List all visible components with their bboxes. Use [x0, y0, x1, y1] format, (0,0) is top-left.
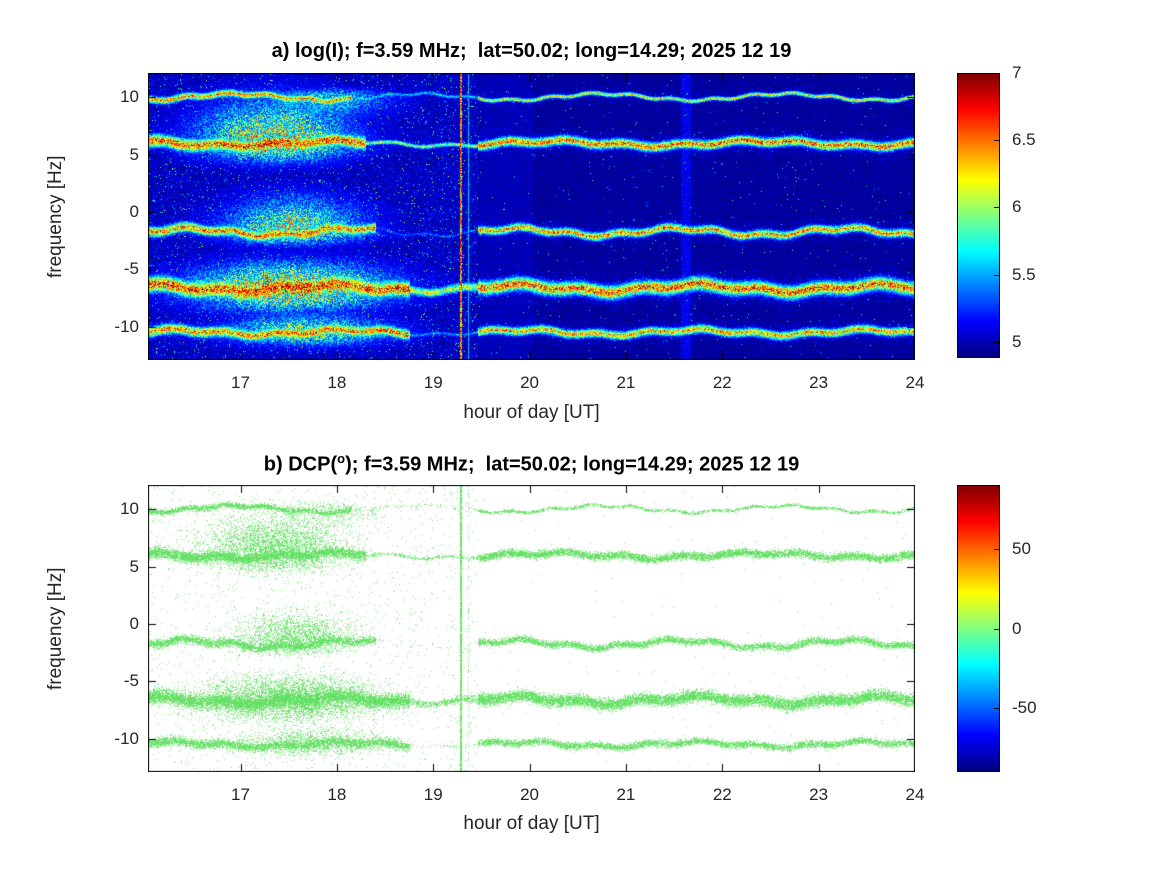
x-tick-label: 21 — [616, 785, 636, 804]
y-tick-label: -10 — [114, 316, 139, 336]
panel-b-title-prefix: b) DCP( — [263, 453, 338, 476]
x-tick-label: 22 — [712, 373, 732, 392]
colorbar-tick-label: 5 — [1012, 331, 1022, 351]
x-tick-label: 17 — [231, 373, 250, 392]
x-tick-label: 19 — [423, 373, 443, 392]
x-tick-label: 23 — [809, 785, 829, 804]
panel-a-heatmap — [148, 73, 915, 360]
x-tick-label: 20 — [520, 373, 540, 392]
panel-b-title-suffix: ); f=3.59 MHz; lat=50.02; long=14.29; 20… — [345, 453, 800, 476]
colorbar-tick-mark — [994, 629, 999, 630]
colorbar-tick-mark — [994, 275, 999, 276]
colorbar-tick-mark — [994, 207, 999, 208]
x-tick-label: 18 — [327, 373, 347, 392]
y-tick-label: -5 — [123, 671, 139, 691]
colorbar-tick-mark — [994, 73, 999, 74]
x-tick-label: 21 — [616, 373, 636, 392]
y-tick-label: 10 — [120, 87, 139, 107]
panel-a-xlabel: hour of day [UT] — [463, 402, 600, 423]
colorbar-tick-mark — [994, 708, 999, 709]
x-tick-label: 22 — [712, 785, 732, 804]
y-tick-label: 0 — [129, 201, 139, 221]
x-tick-label: 17 — [231, 785, 250, 804]
colorbar-tick-label: 50 — [1012, 538, 1031, 558]
panel-b-colorbar — [957, 485, 1000, 772]
panel-b-title-degree: o — [337, 451, 346, 466]
x-tick-label: 24 — [905, 373, 925, 392]
colorbar-tick-label: 5.5 — [1012, 264, 1036, 284]
x-tick-label: 19 — [423, 785, 443, 804]
panel-b-ylabel: frequency [Hz] — [45, 567, 66, 690]
colorbar-tick-mark — [994, 342, 999, 343]
colorbar-tick-label: 0 — [1012, 618, 1022, 638]
x-tick-label: 18 — [327, 785, 347, 804]
colorbar-tick-mark — [994, 140, 999, 141]
y-tick-label: 0 — [129, 613, 139, 633]
x-tick-label: 24 — [905, 785, 925, 804]
panel-a-title-text: a) log(I); f=3.59 MHz; lat=50.02; long=1… — [271, 40, 792, 62]
x-tick-label: 20 — [520, 785, 540, 804]
panel-a-ylabel: frequency [Hz] — [45, 155, 66, 278]
panel-b-title: b) DCP(o); f=3.59 MHz; lat=50.02; long=1… — [148, 451, 915, 477]
panel-a-title: a) log(I); f=3.59 MHz; lat=50.02; long=1… — [148, 40, 915, 63]
y-tick-label: 5 — [129, 556, 139, 576]
y-tick-label: 5 — [129, 144, 139, 164]
colorbar-tick-label: 6.5 — [1012, 130, 1036, 150]
colorbar-tick-label: 7 — [1012, 63, 1022, 82]
colorbar-tick-mark — [994, 549, 999, 550]
y-tick-label: -10 — [114, 728, 139, 748]
colorbar-tick-label: 6 — [1012, 197, 1022, 217]
x-tick-label: 23 — [809, 373, 829, 392]
colorbar-tick-label: -50 — [1012, 698, 1037, 718]
panel-b-xlabel: hour of day [UT] — [463, 813, 600, 834]
panel-b-heatmap — [148, 485, 915, 772]
y-tick-label: -5 — [123, 259, 139, 279]
y-tick-label: 10 — [120, 499, 139, 519]
panel-a-colorbar — [957, 73, 1000, 358]
